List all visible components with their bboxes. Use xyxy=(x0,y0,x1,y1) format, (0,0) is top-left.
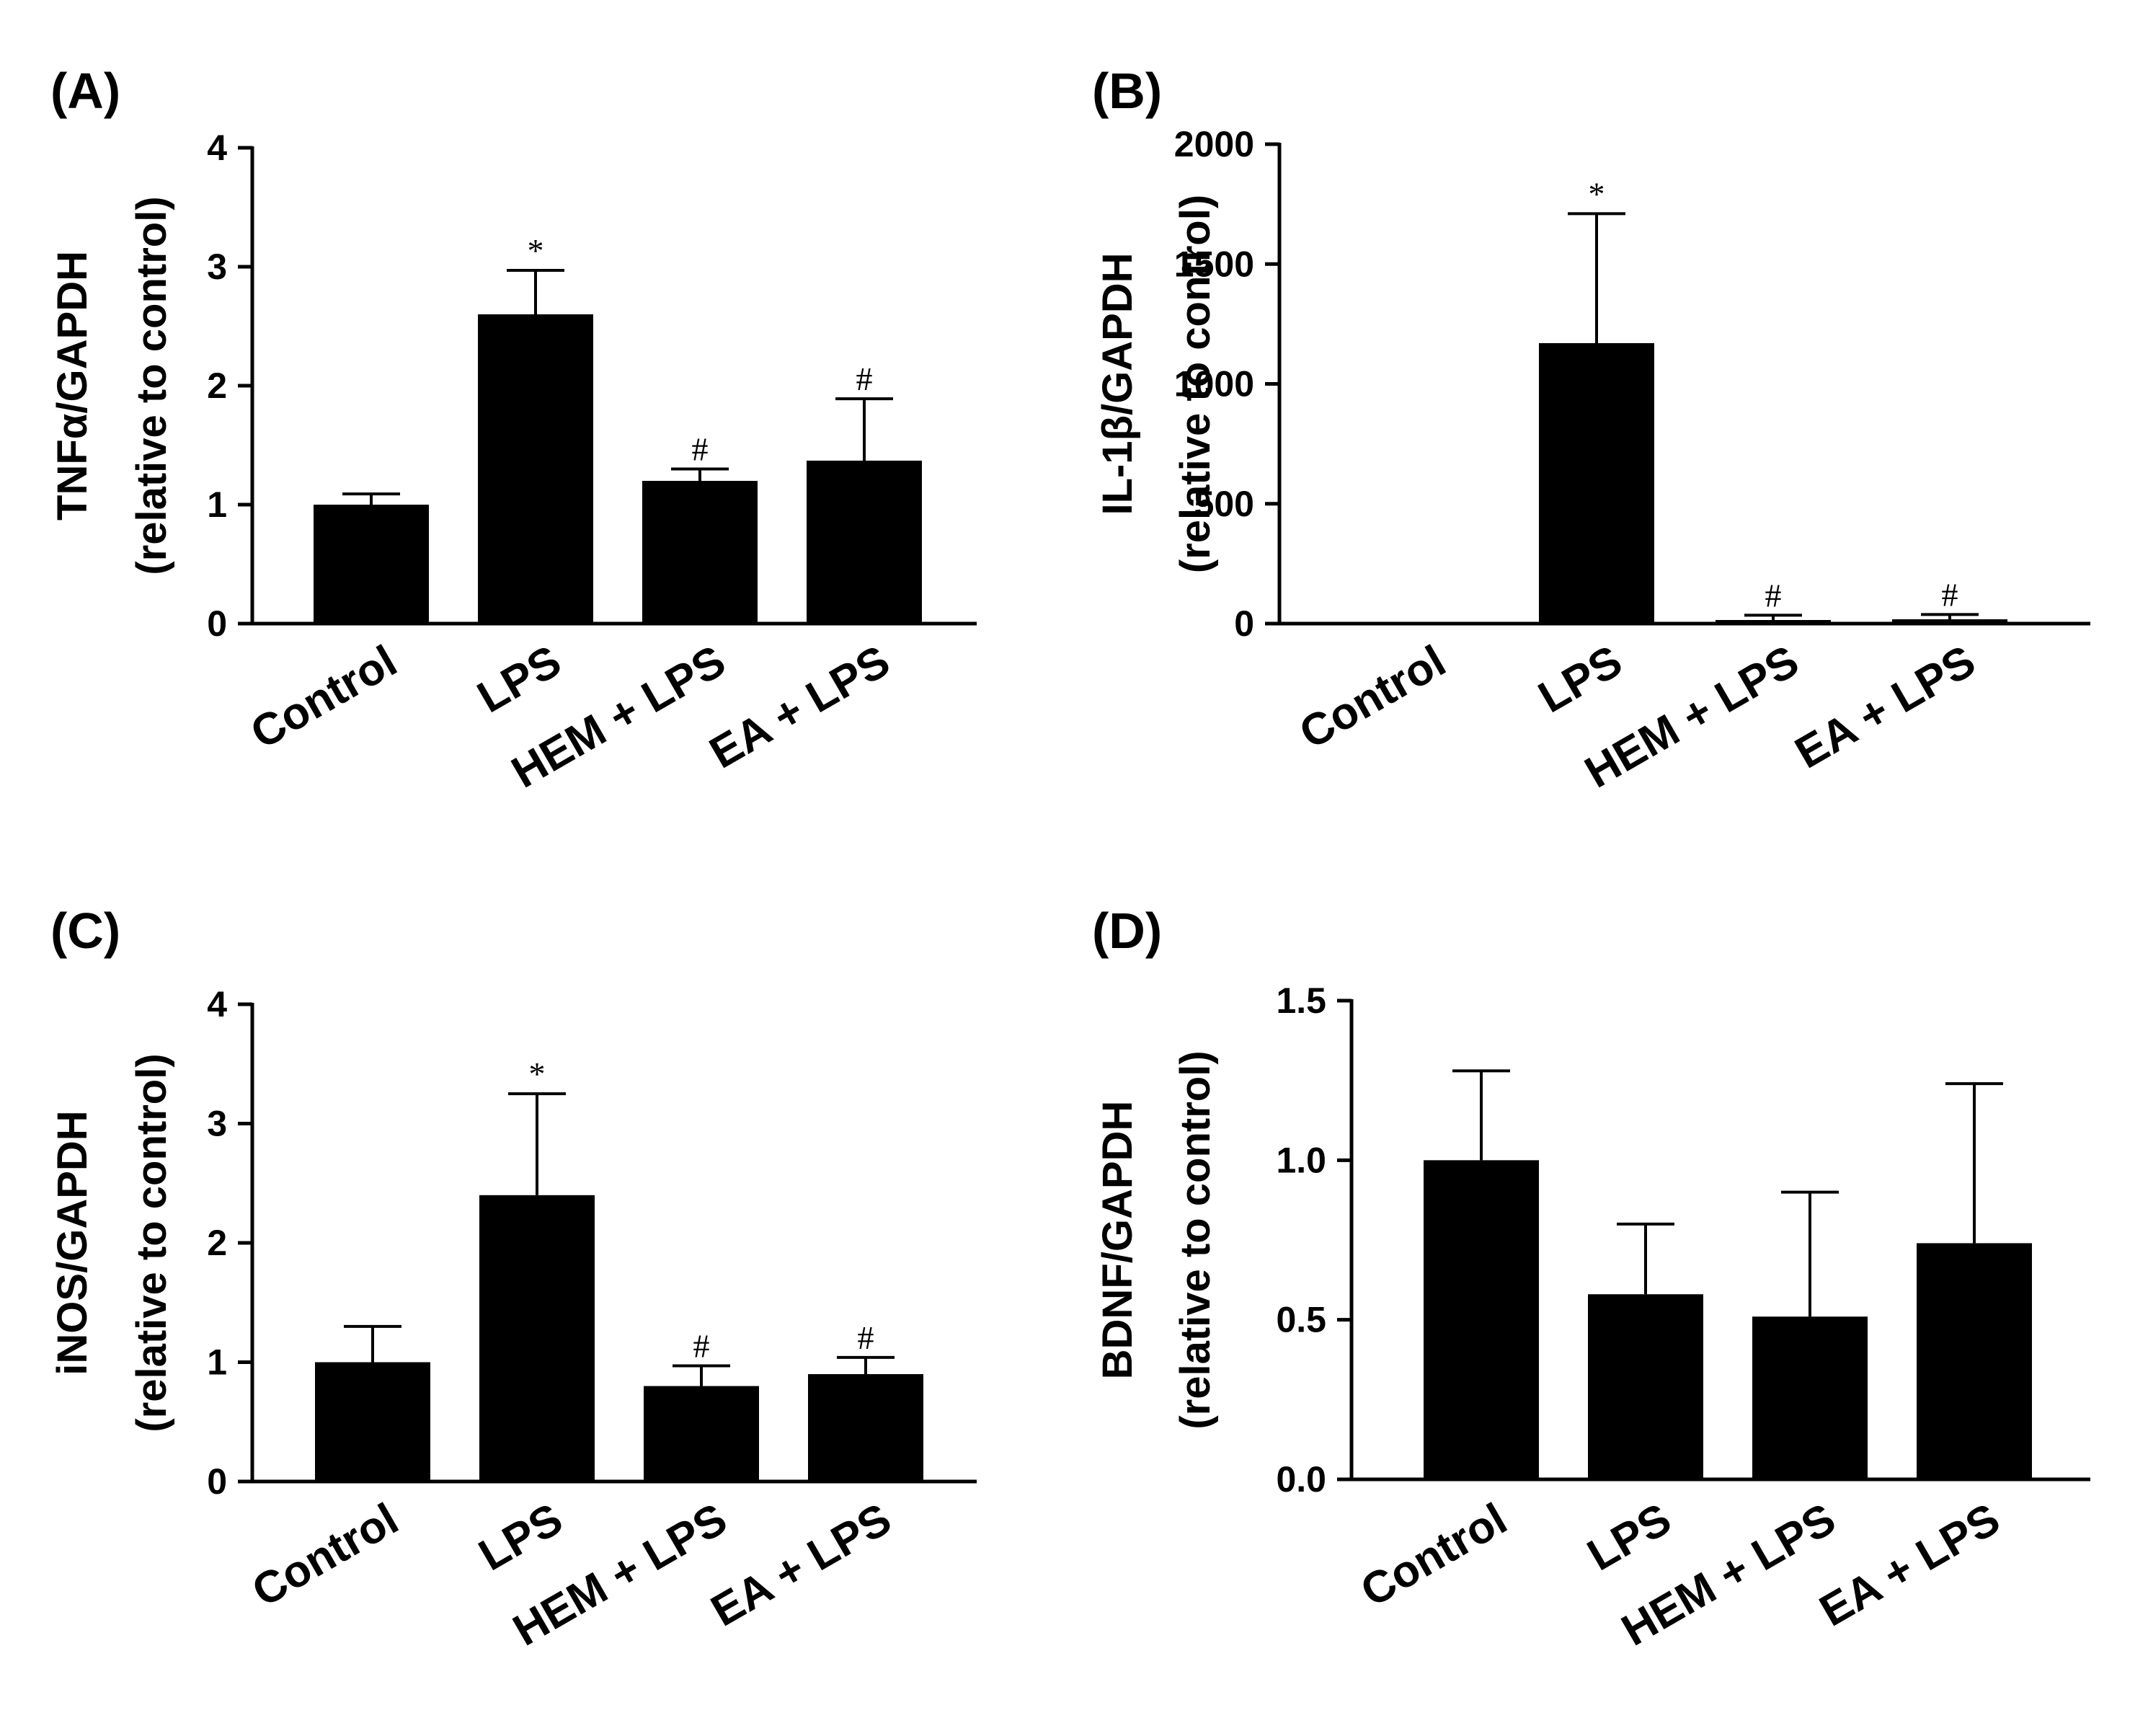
y-tick-label: 1 xyxy=(207,484,227,525)
significance-marker: * xyxy=(1589,175,1605,212)
y-tick-label: 0.0 xyxy=(1276,1459,1326,1500)
y-tick-label: 1 xyxy=(207,1342,227,1383)
y-axis-label-sub: (relative to control) xyxy=(1172,1050,1219,1429)
bar xyxy=(315,1362,430,1482)
significance-marker: # xyxy=(692,431,709,468)
chart-panel: (A) TNFα/GAPDH (relative to control) Contro… xyxy=(49,63,977,798)
panel-label: (D) xyxy=(1092,903,1162,959)
bar xyxy=(1917,1243,2032,1479)
y-axis-label: BDNF/GAPDH xyxy=(1094,1101,1141,1380)
bar xyxy=(642,481,758,624)
bar xyxy=(478,314,593,624)
significance-marker: # xyxy=(858,1319,874,1356)
significance-marker: # xyxy=(856,360,873,397)
y-tick-label: 2 xyxy=(207,1223,227,1263)
x-tick-label: Control xyxy=(1353,1494,1515,1616)
y-tick-label: 3 xyxy=(207,247,227,287)
bar xyxy=(808,1374,923,1482)
x-tick-label: Control xyxy=(244,1494,407,1616)
y-tick-label: 1000 xyxy=(1174,364,1254,404)
chart-panel: (B) IL-1β/GAPDH (relative to control) Contr… xyxy=(1092,63,2090,798)
y-axis-label-sub: (relative to control) xyxy=(128,1053,175,1432)
bar xyxy=(1892,619,2007,624)
significance-marker: * xyxy=(528,232,544,269)
panel-label: (C) xyxy=(50,903,120,959)
bar xyxy=(1752,1316,1868,1479)
significance-marker: * xyxy=(529,1055,546,1092)
y-tick-label: 1.0 xyxy=(1276,1140,1326,1180)
bar xyxy=(644,1386,759,1482)
x-tick-label: EA + LPS xyxy=(703,1494,900,1636)
y-tick-label: 1500 xyxy=(1174,244,1254,284)
y-tick-label: 0.5 xyxy=(1276,1300,1326,1340)
significance-marker: # xyxy=(693,1327,710,1364)
y-tick-label: 4 xyxy=(207,128,227,168)
y-axis-label: iNOS/GAPDH xyxy=(49,1110,96,1375)
x-tick-label: Control xyxy=(243,636,405,758)
bar xyxy=(807,460,922,624)
y-axis-label: IL-1β/GAPDH xyxy=(1094,252,1141,515)
significance-marker: # xyxy=(1765,577,1782,614)
y-tick-label: 2000 xyxy=(1174,124,1254,164)
x-tick-label: EA + LPS xyxy=(1787,636,1984,778)
significance-marker: # xyxy=(1942,576,1958,613)
bar xyxy=(479,1195,595,1482)
x-tick-label: LPS xyxy=(471,1494,571,1580)
x-tick-label: LPS xyxy=(1579,1494,1679,1580)
bar xyxy=(1424,1160,1539,1479)
bar xyxy=(1588,1294,1703,1479)
y-tick-label: 3 xyxy=(207,1104,227,1144)
panel-label: (A) xyxy=(50,63,120,119)
y-axis-label-sub: (relative to control) xyxy=(1172,195,1219,573)
x-tick-label: EA + LPS xyxy=(1811,1494,2008,1636)
y-tick-label: 4 xyxy=(207,984,227,1024)
x-tick-label: LPS xyxy=(1530,636,1630,722)
x-tick-label: Control xyxy=(1292,636,1454,758)
y-tick-label: 1.5 xyxy=(1276,980,1326,1021)
y-tick-label: 500 xyxy=(1194,484,1254,524)
y-tick-label: 0 xyxy=(1234,603,1254,644)
bar xyxy=(1539,342,1654,624)
chart-panel: (C) iNOS/GAPDH (relative to control) Contro… xyxy=(49,903,977,1656)
panel-label: (B) xyxy=(1092,63,1162,119)
y-tick-label: 0 xyxy=(207,1461,227,1502)
x-tick-label: LPS xyxy=(469,636,569,722)
chart-panel: (D) BDNF/GAPDH (relative to control) Contro… xyxy=(1092,903,2090,1656)
y-tick-label: 2 xyxy=(207,366,227,406)
x-tick-label: EA + LPS xyxy=(701,636,898,778)
bar xyxy=(314,505,429,624)
y-axis-label-sub: (relative to control) xyxy=(128,196,175,575)
y-axis-label: TNFα/GAPDH xyxy=(49,251,96,521)
y-tick-label: 0 xyxy=(207,603,227,644)
